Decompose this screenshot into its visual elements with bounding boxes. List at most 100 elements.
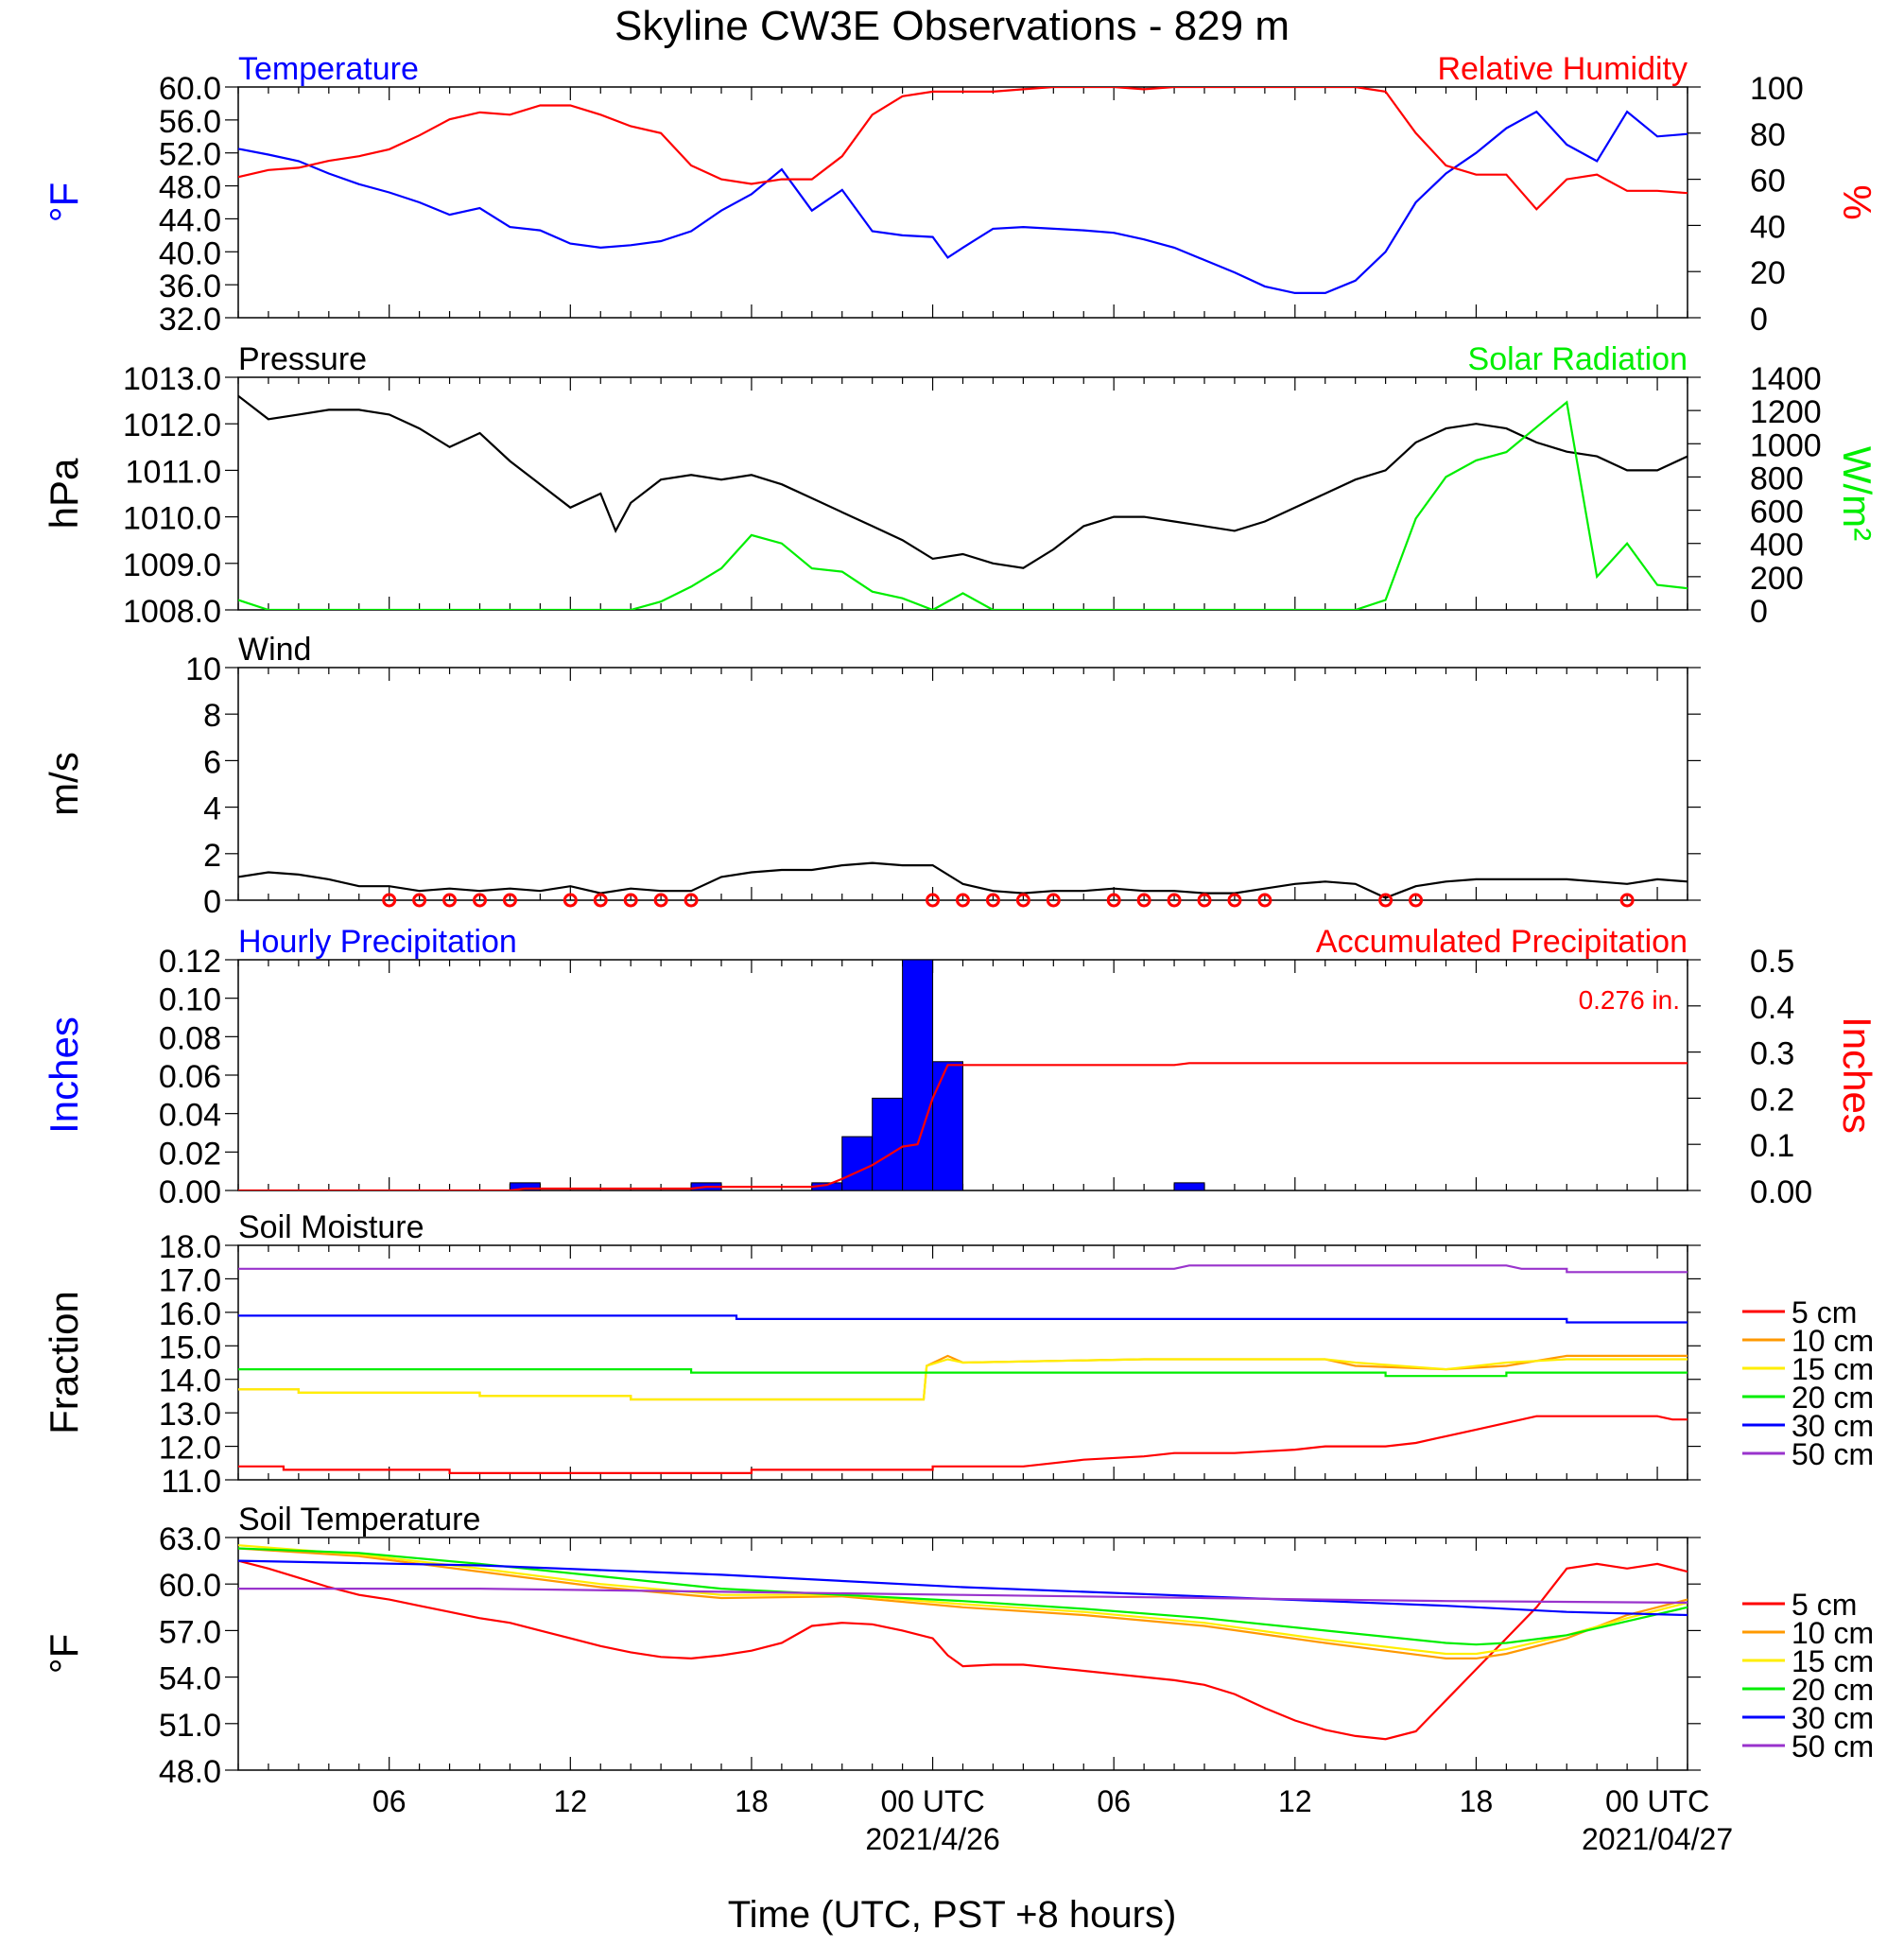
plot-area [238, 960, 1688, 1190]
y-right-tick-label: 400 [1750, 528, 1804, 564]
y-tick-label: 52.0 [159, 137, 221, 173]
y-right-tick-label: 0.00 [1750, 1174, 1812, 1210]
series-line-5 [238, 1314, 1688, 1324]
total-precip-label: 0.276 in. [1579, 985, 1680, 1015]
series-line-3 [238, 1544, 1688, 1656]
x-date-label: 2021/4/26 [865, 1822, 999, 1856]
x-tick-label: 12 [1278, 1784, 1312, 1818]
y-right-tick-label: 0.3 [1750, 1036, 1794, 1072]
wind-calm-circle [1046, 893, 1061, 908]
panel-title-left: Soil Temperature [238, 1502, 480, 1538]
precip-bar [509, 1182, 541, 1190]
y-right-tick-label: 100 [1750, 71, 1804, 107]
panel-title-right: Solar Radiation [1468, 341, 1688, 377]
legend-label: 15 cm [1791, 1644, 1874, 1678]
y-tick-label: 6 [203, 744, 221, 780]
y-tick-label: 57.0 [159, 1614, 221, 1650]
y-tick-label: 60.0 [159, 71, 221, 107]
y-tick-label: 0.00 [159, 1174, 221, 1210]
y-axis-label: Fraction [42, 1291, 86, 1434]
y-right-axis-label: Inches [1835, 1016, 1879, 1134]
series-line-4 [238, 1368, 1688, 1378]
panel-frame [237, 86, 1688, 319]
y-tick-label: 48.0 [159, 1754, 221, 1790]
wind-calm-circle [1619, 893, 1635, 908]
y-tick-label: 1009.0 [123, 547, 221, 583]
y-tick-label: 12.0 [159, 1431, 221, 1467]
wind-calm-circle [1227, 893, 1242, 908]
y-tick-label: 54.0 [159, 1661, 221, 1697]
y-tick-label: 32.0 [159, 302, 221, 338]
wind-calm-circle [1409, 893, 1424, 908]
x-date-label: 2021/04/27 [1582, 1822, 1733, 1856]
panel-2: 1008.0 1009.0 1010.0 1011.0 1012.0 1013.0 0200… [42, 341, 1879, 630]
series-line-2 [238, 400, 1688, 610]
legend-label: 5 cm [1791, 1295, 1857, 1329]
wind-calm-circle [382, 893, 397, 908]
wind-calm-circle [412, 893, 427, 908]
x-tick-label: 18 [1460, 1784, 1494, 1818]
precip-bar [841, 1136, 874, 1190]
panels: 32.036.040.044.048.052.056.060.002040608… [42, 51, 1879, 1790]
y-right-tick-label: 20 [1750, 255, 1786, 291]
y-tick-label: 56.0 [159, 104, 221, 140]
legend-label: 50 cm [1791, 1437, 1874, 1471]
y-right-tick-label: 0 [1750, 594, 1768, 630]
y-right-tick-label: 40 [1750, 209, 1786, 245]
y-tick-label: 48.0 [159, 170, 221, 206]
wind-calm-circle [1378, 893, 1393, 908]
wind-calm-circle [684, 893, 699, 908]
y-axis-label: Inches [42, 1016, 86, 1134]
precip-bar [932, 1061, 963, 1190]
y-tick-label: 1011.0 [126, 454, 221, 490]
panel-title-left: Hourly Precipitation [238, 924, 517, 960]
precip-bar [872, 1097, 904, 1190]
y-right-axis-label: W/m² [1835, 446, 1879, 541]
plot-area [238, 1264, 1688, 1474]
y-right-axis-label: % [1835, 184, 1879, 219]
legend-label: 30 cm [1791, 1409, 1874, 1443]
y-tick-label: 13.0 [159, 1397, 221, 1433]
y-tick-label: 1010.0 [123, 501, 221, 537]
panel-frame [237, 667, 1688, 901]
plot-area [238, 861, 1688, 899]
wind-calm-circle [1197, 893, 1212, 908]
legend-label: 5 cm [1791, 1588, 1857, 1622]
y-tick-label: 36.0 [159, 269, 221, 304]
panel-4: 0.000.020.040.060.080.100.120.000.10.20.… [42, 924, 1879, 1210]
y-tick-label: 0 [203, 884, 221, 920]
wind-calm-circle [623, 893, 638, 908]
wind-calm-circle [563, 893, 578, 908]
wind-calm-circle [1257, 893, 1272, 908]
y-tick-label: 11.0 [161, 1464, 221, 1500]
wind-calm-circle [593, 893, 608, 908]
wind-calm-circle [1106, 893, 1121, 908]
y-right-tick-label: 0 [1750, 302, 1768, 338]
y-tick-label: 63.0 [159, 1521, 221, 1557]
x-axis: 06 12 18 00 UTC 06 12 18 00 UTC 2021/4/26 2021/04… [372, 1784, 1733, 1856]
wind-calm-circle [442, 893, 458, 908]
y-tick-label: 51.0 [159, 1708, 221, 1744]
y-tick-label: 16.0 [159, 1296, 221, 1332]
wind-calm-circle [956, 893, 970, 908]
y-tick-label: 40.0 [159, 235, 221, 271]
y-tick-label: 17.0 [159, 1262, 221, 1298]
panel-title-left: Wind [238, 632, 311, 668]
panel-title-right: Relative Humidity [1437, 51, 1688, 87]
y-tick-label: 60.0 [159, 1568, 221, 1604]
plot-area [238, 1544, 1688, 1741]
figure-title: Skyline CW3E Observations - 829 m [614, 3, 1290, 49]
x-axis-label: Time (UTC, PST +8 hours) [728, 1894, 1177, 1936]
legend-label: 10 cm [1791, 1324, 1874, 1358]
y-right-tick-label: 1400 [1750, 361, 1822, 397]
plot-area [238, 394, 1688, 610]
wind-calm-circle [985, 893, 1000, 908]
legend-label: 20 cm [1791, 1381, 1874, 1415]
wind-calm-circle [1167, 893, 1182, 908]
y-right-tick-label: 0.1 [1750, 1128, 1794, 1164]
wind-calm-circle [502, 893, 517, 908]
series-line-1 [238, 1559, 1688, 1741]
y-axis-label: °F [42, 1634, 86, 1674]
wind-calm-circle [653, 893, 668, 908]
y-tick-label: 14.0 [159, 1364, 221, 1399]
